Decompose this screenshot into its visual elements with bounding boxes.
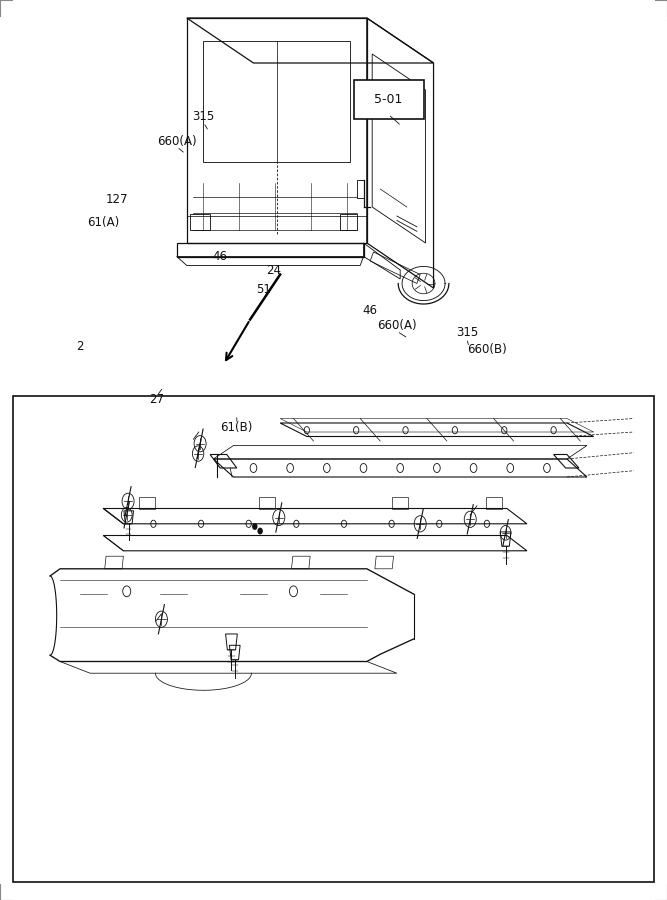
Text: 2: 2 [76, 340, 84, 353]
Text: 46: 46 [213, 250, 227, 263]
FancyBboxPatch shape [354, 80, 424, 119]
Text: 315: 315 [456, 327, 478, 339]
Text: 51: 51 [256, 284, 271, 296]
Text: 61(A): 61(A) [87, 216, 119, 229]
Text: 24: 24 [266, 264, 281, 276]
Text: 127: 127 [105, 194, 128, 206]
Text: 660(A): 660(A) [157, 135, 197, 148]
Text: 61(B): 61(B) [221, 421, 253, 434]
Circle shape [258, 528, 262, 534]
Text: 46: 46 [363, 304, 378, 317]
Text: 27: 27 [149, 393, 164, 406]
FancyBboxPatch shape [13, 396, 654, 882]
Text: 660(A): 660(A) [377, 320, 417, 332]
Text: 315: 315 [192, 111, 215, 123]
Text: 660(B): 660(B) [467, 343, 507, 356]
Circle shape [253, 524, 257, 529]
Text: 5-01: 5-01 [374, 94, 402, 106]
